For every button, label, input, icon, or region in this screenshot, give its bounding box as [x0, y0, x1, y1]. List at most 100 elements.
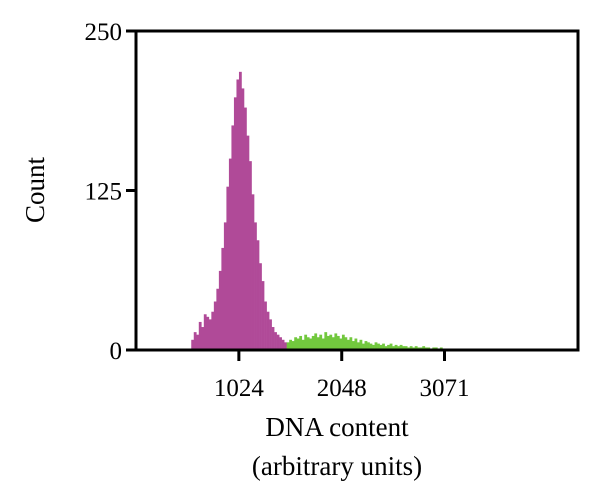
g1-peak-bar — [226, 186, 230, 350]
g1-peak-bar — [216, 288, 220, 350]
y-tick-label: 125 — [85, 179, 123, 206]
y-axis-label: Count — [20, 156, 50, 223]
g1-peak-bar — [221, 247, 225, 350]
tail-bar — [306, 337, 310, 350]
g1-peak-bar — [246, 135, 250, 350]
g1-peak-bar — [208, 319, 212, 350]
x-tick-label: 1024 — [214, 375, 265, 402]
tail-bar — [404, 346, 408, 350]
tail-bar — [389, 343, 393, 350]
x-tick-label: 3071 — [419, 375, 469, 402]
tail-bar — [341, 334, 345, 350]
histogram-bars — [191, 71, 451, 351]
tail-bar — [301, 339, 305, 350]
x-axis-ticks: 1024 2048 3071 — [214, 350, 469, 402]
plot-frame — [134, 29, 580, 352]
tail-bar — [324, 332, 328, 350]
g1-peak-bar — [271, 327, 275, 350]
g1-peak-bar — [196, 334, 200, 350]
g1-peak-bar — [256, 240, 260, 350]
tail-bar — [354, 338, 358, 350]
x-tick-label: 2048 — [317, 375, 367, 402]
tail-bar — [294, 337, 298, 350]
tail-bar — [392, 346, 395, 350]
tail-bar — [296, 338, 300, 350]
g1-peak-bar — [243, 107, 247, 350]
tail-bar — [349, 337, 353, 350]
tail-bar — [414, 346, 418, 350]
g1-peak-bar — [269, 319, 272, 350]
g1-peak-bar — [266, 311, 270, 350]
tail-bar — [344, 337, 348, 350]
g1-peak-bar — [213, 301, 217, 350]
g1-peak-bar — [259, 263, 262, 350]
tail-bar — [329, 334, 333, 350]
tail-bar — [387, 344, 390, 350]
tail-bar — [409, 346, 413, 350]
g1-peak-bar — [284, 342, 287, 350]
g1-peak-bar — [223, 222, 227, 350]
g1-peak-bar — [264, 301, 267, 350]
g1-peak-bar — [276, 334, 280, 350]
tail-bar — [372, 344, 375, 350]
tail-bar — [377, 343, 380, 350]
y-tick-label: 0 — [110, 338, 123, 365]
g1-peak-bar — [198, 321, 202, 350]
g1-peak-bar — [236, 79, 240, 350]
g1-peak-bar — [251, 194, 255, 350]
tail-bar — [367, 342, 370, 350]
tail-bar — [399, 344, 403, 350]
tail-bar — [326, 335, 330, 350]
g1-peak-bar — [233, 97, 237, 351]
tail-bar — [299, 335, 303, 350]
tail-bar — [304, 334, 308, 350]
tail-bar — [286, 342, 290, 350]
g1-peak-bar — [261, 281, 265, 350]
tail-bar — [351, 341, 355, 350]
tail-bar — [374, 342, 378, 350]
y-tick-label: 250 — [85, 19, 123, 46]
tail-bar — [364, 341, 368, 350]
x-axis-label-line-1: DNA content — [265, 412, 409, 442]
tail-bar — [319, 334, 323, 350]
tail-bar — [402, 346, 406, 350]
tail-bar — [362, 343, 365, 350]
tail-bar — [289, 339, 293, 350]
tail-bar — [331, 337, 335, 350]
g1-peak-bar — [206, 316, 210, 350]
x-axis-label-line-2: (arbitrary units) — [252, 451, 422, 481]
y-axis-ticks: 0 125 250 — [85, 19, 136, 365]
tail-bar — [394, 344, 398, 350]
tail-bar — [359, 339, 363, 350]
tail-bar — [379, 344, 383, 350]
g1-peak-bar — [191, 339, 195, 350]
g1-peak-bar — [274, 332, 277, 350]
g1-peak-bar — [254, 222, 257, 350]
g1-peak-bar — [231, 125, 235, 350]
g1-peak-bar — [201, 327, 205, 350]
tail-bar — [346, 339, 350, 350]
g1-peak-bar — [281, 339, 285, 350]
tail-bar — [422, 346, 426, 350]
tail-bar — [397, 346, 400, 350]
tail-bar — [339, 338, 343, 350]
g1-peak-bar — [203, 314, 207, 350]
g1-peak-bar — [218, 270, 222, 350]
tail-bar — [382, 343, 385, 350]
tail-bar — [314, 333, 318, 350]
tail-bar — [369, 343, 373, 350]
tail-bar — [357, 342, 360, 350]
g1-peak-bar — [228, 158, 232, 350]
g1-peak-bar — [211, 311, 215, 350]
tail-bar — [291, 341, 295, 350]
g1-peak-bar — [241, 88, 245, 351]
g1-peak-bar — [238, 71, 242, 350]
tail-bar — [334, 333, 338, 350]
g1-peak-bar — [249, 161, 252, 350]
tail-bar — [311, 335, 315, 350]
tail-bar — [336, 335, 340, 350]
tail-bar — [384, 346, 388, 350]
tail-bar — [316, 337, 320, 350]
tail-bar — [321, 338, 325, 350]
